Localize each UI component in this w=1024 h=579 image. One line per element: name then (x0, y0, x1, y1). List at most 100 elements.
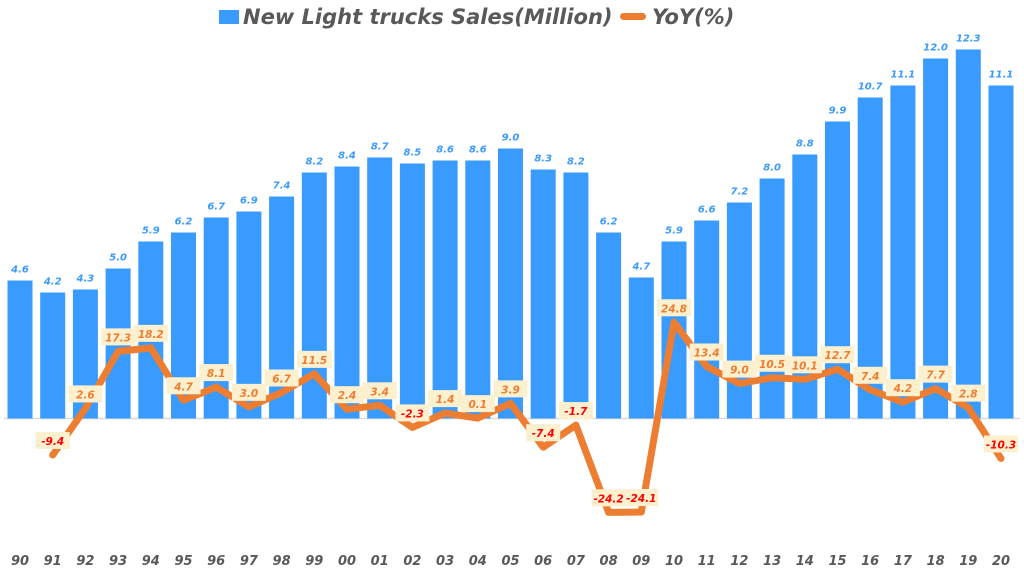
bar-value-label: 8.0 (763, 163, 781, 174)
yoy-label-bg (199, 364, 234, 382)
yoy-label-bg (624, 489, 659, 507)
x-tick-label: 19 (959, 554, 977, 569)
bar-value-label: 8.6 (436, 145, 454, 156)
x-tick-label: 93 (109, 554, 127, 569)
yoy-label-bg (722, 360, 757, 378)
yoy-label-bg (820, 346, 855, 364)
x-tick-label: 18 (927, 554, 945, 569)
yoy-label-bg (918, 365, 953, 383)
x-tick-label: 12 (730, 554, 748, 569)
bar-value-label: 6.7 (207, 202, 225, 213)
x-tick-label: 92 (76, 554, 94, 569)
yoy-value-label: 10.5 (759, 359, 785, 371)
bar-value-label: 5.9 (665, 226, 683, 237)
yoy-value-label: -7.4 (532, 428, 555, 440)
x-tick-label: 14 (796, 554, 814, 569)
yoy-label-bg (787, 356, 822, 374)
yoy-label-bg (362, 382, 397, 400)
bar (465, 160, 491, 419)
x-tick-label: 13 (763, 554, 781, 569)
yoy-value-label: 3.9 (501, 384, 520, 396)
yoy-label-bg (689, 343, 724, 361)
legend: New Light trucks Sales(Million) YoY(%) (219, 5, 734, 29)
x-tick-label: 98 (273, 554, 291, 569)
x-tick-label: 91 (44, 554, 62, 569)
yoy-value-label: -2.3 (401, 408, 424, 420)
yoy-label-bg (428, 390, 463, 408)
yoy-label-bg (951, 384, 986, 402)
legend-swatch-line (620, 13, 646, 20)
yoy-label-bg (984, 435, 1018, 453)
yoy-value-label: 24.8 (661, 303, 687, 315)
bar-value-label: 8.3 (534, 154, 552, 165)
bar (628, 277, 654, 419)
yoy-value-label: 13.4 (694, 348, 720, 360)
x-tick-label: 02 (403, 554, 421, 569)
yoy-value-label: -10.3 (986, 439, 1016, 451)
x-tick-label: 06 (534, 554, 552, 569)
yoy-label-bg (526, 424, 561, 442)
x-tick-label: 99 (305, 554, 323, 569)
x-tick-label: 04 (469, 554, 487, 569)
bar-value-label: 9.9 (829, 106, 847, 117)
bar (334, 166, 360, 419)
x-tick-label: 16 (861, 554, 879, 569)
yoy-value-label: 11.5 (301, 355, 327, 367)
yoy-label-bg (657, 299, 691, 317)
x-tick-label: 95 (174, 554, 192, 569)
yoy-label-bg (755, 354, 790, 372)
yoy-label-bg (231, 383, 266, 401)
yoy-value-label: 8.1 (207, 368, 226, 380)
yoy-label-bg (460, 395, 495, 413)
yoy-value-label: 7.4 (861, 371, 880, 383)
bar-value-label: 8.2 (305, 157, 323, 168)
yoy-label-bg (68, 385, 103, 403)
yoy-label-bg (558, 402, 593, 420)
bar (7, 280, 33, 419)
yoy-value-label: 4.2 (893, 383, 913, 395)
yoy-value-label: 3.0 (240, 388, 259, 400)
bar (367, 157, 393, 419)
x-tick-label: 01 (371, 554, 389, 569)
yoy-value-label: 4.7 (173, 381, 193, 393)
bar-value-label: 7.4 (273, 181, 291, 192)
yoy-label-bg (493, 380, 528, 398)
bar-value-label: 11.1 (891, 70, 916, 81)
bar (40, 292, 66, 419)
x-tick-label: 97 (240, 554, 259, 569)
yoy-label-bg (330, 386, 364, 404)
bar-value-label: 6.6 (698, 205, 716, 216)
yoy-label-bg (133, 324, 168, 342)
bar-value-label: 5.0 (109, 253, 127, 264)
yoy-value-label: -24.2 (593, 493, 623, 505)
x-tick-label: 07 (567, 554, 586, 569)
yoy-label-bg (101, 328, 136, 346)
bar-value-label: 8.8 (796, 139, 814, 150)
x-tick-label: 90 (11, 554, 29, 569)
bar (498, 148, 523, 419)
x-tick-label: 00 (338, 554, 356, 569)
bar (857, 97, 883, 419)
bar (988, 85, 1014, 419)
bar-value-label: 8.5 (404, 148, 422, 159)
yoy-label-bg (395, 404, 430, 422)
bar-value-label: 6.2 (600, 217, 618, 228)
yoy-value-label: -24.1 (626, 493, 656, 505)
bar-value-label: 8.4 (338, 151, 356, 162)
bar (890, 85, 916, 419)
bar-value-label: 8.2 (567, 157, 585, 168)
yoy-value-label: -9.4 (41, 436, 64, 448)
bar-value-label: 5.9 (142, 226, 160, 237)
x-tick-label: 11 (698, 554, 716, 569)
yoy-label-bg (35, 431, 70, 449)
x-tick-label: 10 (665, 554, 683, 569)
yoy-value-label: 7.7 (926, 370, 945, 382)
yoy-value-label: 2.6 (76, 389, 95, 401)
x-tick-label: 05 (501, 554, 519, 569)
x-tick-label: 15 (828, 554, 846, 569)
bar-value-label: 7.2 (731, 187, 749, 198)
yoy-label-bg (166, 377, 201, 395)
bar (596, 232, 622, 419)
yoy-value-label: -1.7 (564, 406, 588, 418)
yoy-label-bg (264, 369, 299, 387)
